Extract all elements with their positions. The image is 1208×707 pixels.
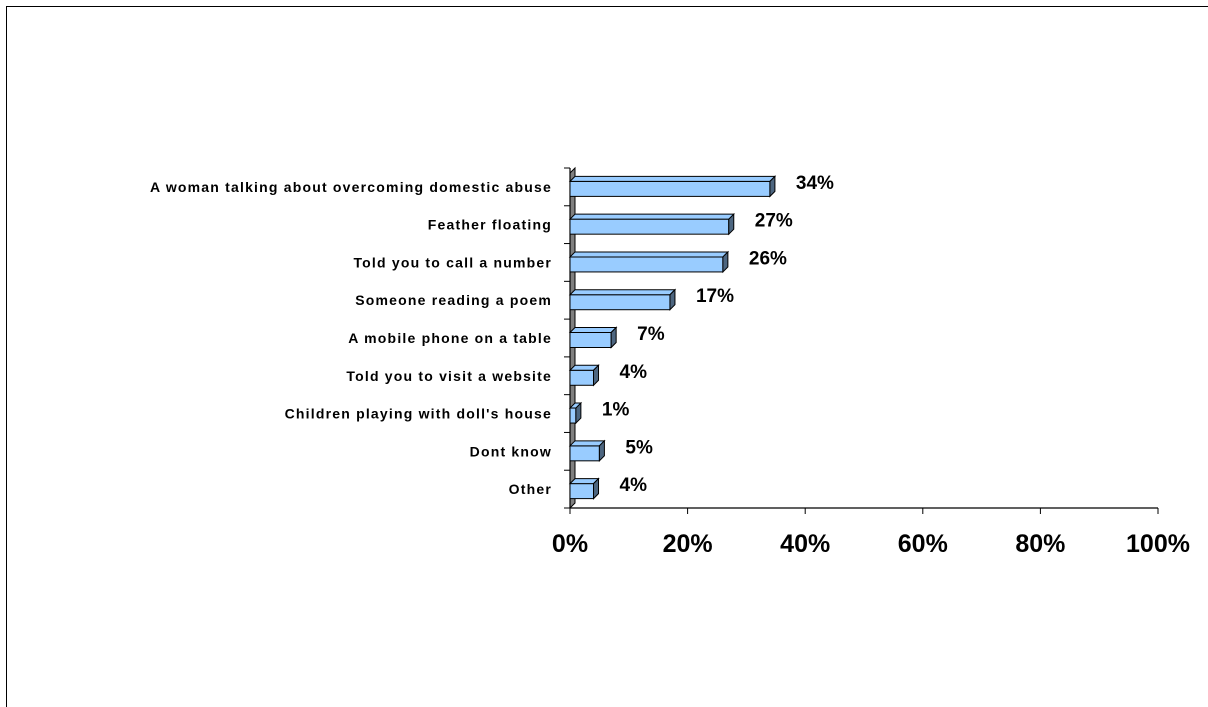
bar: [568, 439, 606, 463]
chart-frame: [6, 6, 1208, 707]
bar: [568, 175, 777, 198]
x-tick-label: 20%: [663, 530, 713, 558]
value-label: 7%: [637, 324, 665, 345]
bar-side: [722, 250, 729, 274]
category-label: A woman talking about overcoming domesti…: [150, 179, 552, 195]
x-tick-label: 100%: [1126, 530, 1190, 558]
x-tick-label: 80%: [1015, 530, 1065, 558]
x-tick-label: 0%: [552, 530, 588, 558]
x-tick-label: 60%: [898, 530, 948, 558]
bar-front: [569, 445, 600, 462]
value-labels: 34%27% 26% 17% 7% 4% 1% 5% 4%: [602, 173, 834, 496]
bar-side: [669, 288, 676, 311]
value-label: 26%: [749, 248, 787, 269]
bar-top: [568, 440, 606, 447]
bar-top: [568, 213, 735, 220]
value-label: 34%: [796, 173, 834, 194]
value-label: 4%: [620, 475, 648, 496]
value-label: 4%: [620, 362, 648, 383]
bar-side: [598, 439, 605, 463]
bar-front: [569, 180, 771, 197]
x-tick-labels: 0% 20% 40% 60% 80% 100%: [552, 530, 1190, 558]
category-label: Told you to visit a website: [346, 368, 552, 384]
category-label: Feather floating: [428, 217, 552, 233]
bar-side: [769, 175, 776, 198]
bar: [568, 212, 735, 236]
bar: [568, 326, 618, 349]
category-label: Told you to call a number: [353, 254, 552, 270]
bars: [568, 175, 777, 500]
bar: [568, 288, 677, 311]
bar-side: [610, 326, 617, 349]
value-label: 1%: [602, 400, 630, 421]
value-label: 5%: [625, 437, 653, 458]
bar-side: [575, 401, 582, 425]
bar-top: [568, 175, 777, 182]
category-label: A mobile phone on a table: [348, 330, 552, 346]
bar-front: [569, 256, 724, 273]
bar-side: [728, 212, 735, 236]
bar: [568, 401, 583, 425]
category-label: Someone reading a poem: [355, 292, 552, 308]
category-labels: A woman talking about overcoming domesti…: [150, 179, 552, 497]
bar-front: [569, 407, 577, 424]
value-label: 27%: [755, 211, 793, 232]
bar-top: [568, 289, 677, 296]
bar-front: [569, 369, 595, 386]
bar-top: [568, 251, 730, 258]
category-label: Dont know: [470, 443, 552, 459]
bar-side: [593, 364, 600, 387]
bar-front: [569, 218, 730, 235]
x-tick-label: 40%: [780, 530, 830, 558]
bar-front: [569, 332, 612, 348]
bar-front: [569, 294, 671, 311]
bar: [568, 250, 730, 274]
value-label: 17%: [696, 286, 734, 307]
bar-front: [569, 483, 595, 500]
category-label: Children playing with doll's house: [285, 406, 552, 422]
bar-side: [593, 477, 600, 500]
bar: [568, 364, 600, 387]
category-label: Other: [509, 481, 552, 497]
bar-top: [568, 327, 618, 333]
bar: [568, 477, 600, 500]
